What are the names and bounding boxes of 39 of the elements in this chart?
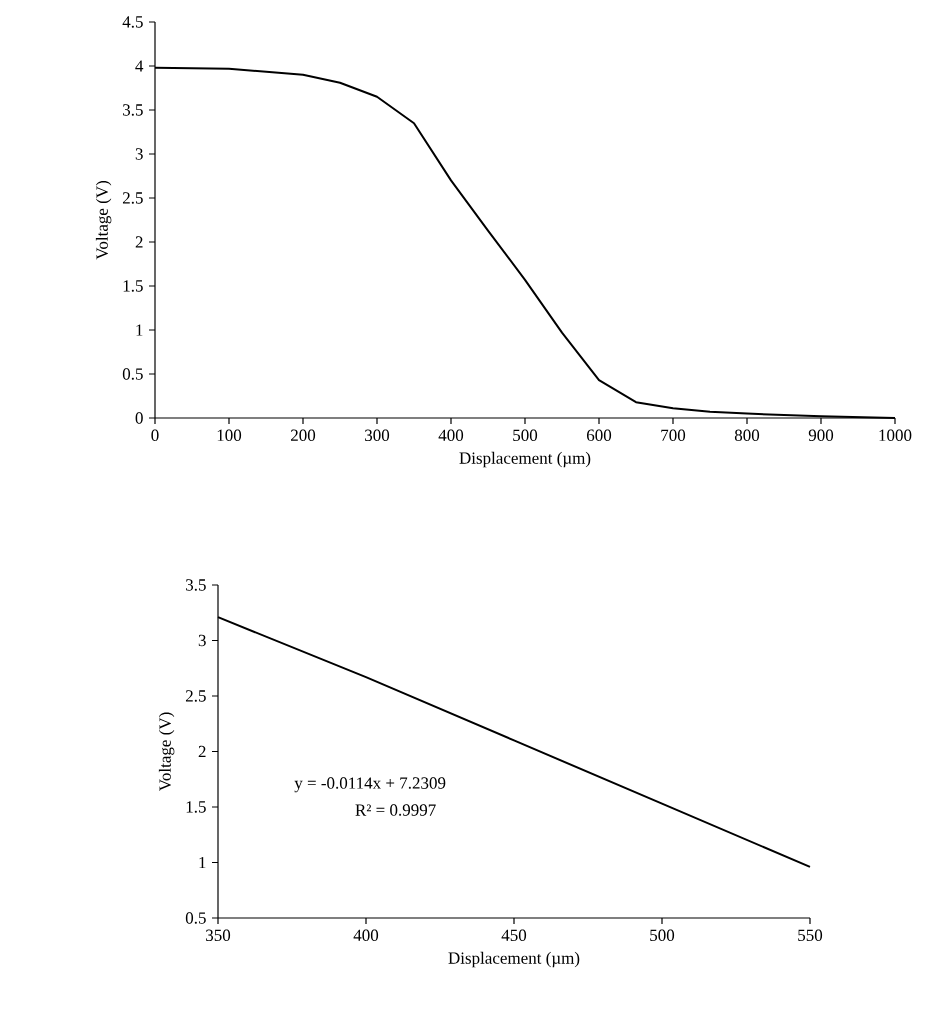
x-tick-label: 700	[661, 429, 686, 441]
annotation: R² = 0.9997	[355, 804, 436, 816]
x-tick-label: 400	[353, 929, 379, 942]
x-tick-label: 350	[206, 929, 231, 942]
y-tick-label: 4	[135, 60, 144, 72]
x-tick-label: 450	[501, 929, 527, 942]
x-tick-label: 200	[291, 429, 316, 441]
y-tick-label: 3.5	[123, 104, 143, 116]
y-tick-label: 1.5	[186, 801, 206, 813]
y-tick-label: 2.5	[122, 192, 143, 204]
x-tick-label: 0	[151, 429, 159, 441]
y-tick-label: 2.5	[185, 690, 206, 702]
x-tick-label: 100	[217, 429, 242, 441]
x-tick-label: 600	[586, 429, 612, 441]
y-tick-label: 4.5	[122, 16, 143, 28]
x-tick-label: 900	[808, 429, 834, 441]
y-tick-label: 2	[198, 745, 206, 758]
x-tick-label: 550	[798, 929, 823, 942]
x-tick-label: 500	[513, 429, 538, 441]
y-tick-label: 2	[135, 236, 143, 248]
y-tick-label: 3	[198, 634, 206, 647]
y-axis-title: Voltage (V)	[95, 181, 112, 260]
x-tick-label: 500	[650, 929, 675, 942]
x-tick-label: 1000	[879, 429, 912, 441]
y-tick-label: 0	[135, 412, 143, 424]
x-tick-label: 300	[365, 429, 390, 441]
x-axis-title: Displacement (µm)	[459, 451, 591, 468]
y-tick-label: 1.5	[123, 280, 143, 292]
y-tick-label: 1	[199, 856, 206, 869]
x-tick-label: 800	[734, 429, 760, 441]
y-axis-title: Voltage (V)	[158, 712, 175, 792]
x-axis-title: Displacement (µm)	[448, 951, 580, 968]
x-tick-label: 400	[438, 429, 464, 441]
y-tick-label: 3.5	[186, 579, 206, 591]
y-tick-label: 0.5	[185, 912, 206, 924]
y-tick-label: 1	[136, 324, 143, 336]
y-tick-label: 0.5	[122, 368, 143, 380]
annotation: y = -0.0114x + 7.2309	[294, 777, 446, 793]
y-tick-label: 3	[135, 148, 143, 160]
